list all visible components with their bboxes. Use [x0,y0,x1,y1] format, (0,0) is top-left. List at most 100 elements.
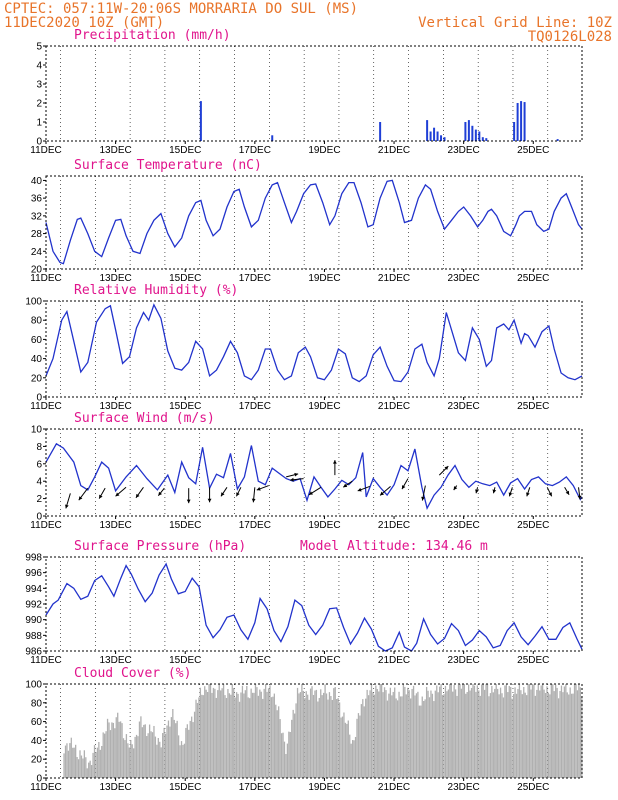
cloud-bar [293,713,296,778]
cloud-bar [169,726,171,778]
precip-bar [467,120,470,141]
cloud-bar [412,685,415,778]
cloud-bar [404,686,406,778]
cloud-bar [102,732,104,778]
cloud-bar [405,694,407,778]
cloud-bar [369,690,371,778]
cloud-bar [221,688,223,778]
cloud-bar [117,712,119,778]
y-tick-label: 100 [25,680,42,691]
wind-arrow-head [115,492,120,497]
wind-arrow-head [294,472,299,477]
cloud-bar [99,749,101,778]
x-tick-label: 23DEC [448,273,480,284]
cloud-bar [492,692,494,778]
x-tick-label: 19DEC [308,145,340,156]
cloud-bar [140,716,142,778]
cloud-bar [534,695,537,778]
wind-arrow-head [135,493,140,498]
cloud-bar [150,731,152,778]
wind-arrow-head [78,496,83,501]
cloud-bar [508,685,510,778]
cloud-bar [489,693,492,778]
panel-frame [45,683,583,779]
cloud-bar [415,693,418,778]
x-tick-label: 25DEC [517,520,549,531]
cloud-bar [124,740,126,778]
cloud-bar [179,745,181,778]
y-tick-label: 0 [36,774,42,785]
wind-arrow-head [256,487,261,491]
cloud-bar [305,691,307,778]
cloud-bar [185,727,187,778]
cloud-bar [444,685,447,778]
panel-title: Surface Temperature (nC) [74,158,262,173]
cloud-bar [311,686,313,778]
cloud-bar [230,694,232,778]
cloud-bar [568,694,570,778]
cloud-bar [90,765,93,778]
cloud-bar [431,693,434,778]
cloud-bar [437,692,439,778]
cloud-bar [234,697,236,778]
cloud-bar [410,698,412,778]
cloud-bar [576,690,579,778]
cloud-bar [80,755,83,778]
y-tick-label: 40 [31,176,43,187]
cloud-bar [273,693,275,778]
header-date: 11DEC2020 10Z (GMT) [4,15,164,31]
cloud-bar [566,692,568,778]
panel-title: Relative Humidity (%) [74,283,238,298]
y-tick-label: 6 [36,459,42,470]
cloud-bar [578,684,580,778]
cloud-bar [379,684,381,778]
y-tick-label: 36 [31,194,43,205]
y-tick-label: 0 [36,393,42,404]
cloud-bar [399,696,402,778]
cloud-bar [86,768,88,778]
x-tick-label: 19DEC [308,782,340,793]
wind-arrow-head [526,492,530,497]
cloud-bar [206,692,209,778]
cloud-bar [459,684,461,778]
cloud-bar [363,706,365,778]
x-tick-label: 11DEC [30,520,62,531]
wind-arrow-head [548,492,552,497]
wind-arrow-head [565,490,570,495]
cloud-bar [511,698,513,778]
x-tick-label: 19DEC [308,273,340,284]
panel-title: Surface Pressure (hPa) [74,539,246,554]
cloud-bar [450,684,452,778]
cloud-bar [540,685,542,778]
cloud-bar [146,736,148,778]
precip-bar [471,125,474,141]
cloud-bar [318,697,320,778]
y-tick-label: 60 [31,717,43,728]
cloud-bar [482,684,484,778]
y-tick-label: 2 [36,99,42,110]
cloud-bar [307,694,309,778]
cloud-bar [285,753,287,778]
cloud-bar [372,692,374,778]
cloud-bar [427,690,429,778]
cloud-bar [524,692,526,778]
cloud-bar [191,716,193,778]
cloud-bar [134,736,136,778]
cloud-bar [497,688,499,778]
cloud-bar [325,693,328,778]
precip-bar [426,120,429,141]
cloud-bar [175,723,177,778]
cloud-bar [322,692,325,778]
cloud-bar [476,685,479,778]
cloud-bar [278,706,280,778]
y-tick-label: 28 [31,229,43,240]
cloud-bar [270,697,273,778]
cloud-bar [204,686,206,778]
cloud-bar [264,684,267,778]
x-tick-label: 13DEC [99,401,131,412]
x-tick-label: 23DEC [448,782,480,793]
cloud-bar [350,743,352,778]
cloud-bar [425,686,428,778]
cloud-bar [507,692,509,778]
x-tick-label: 13DEC [99,782,131,793]
